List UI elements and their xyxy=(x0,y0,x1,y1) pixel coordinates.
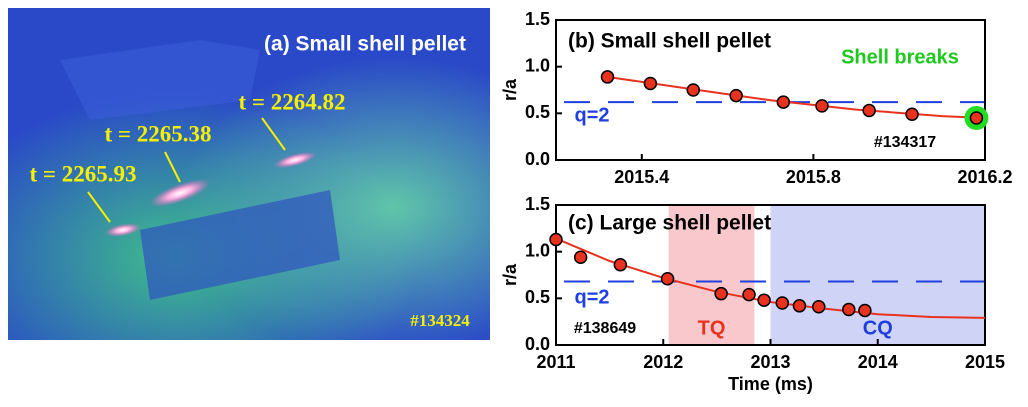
panel-title: (c) Large shell pellet xyxy=(568,212,771,235)
x-tick-label: 2015.4 xyxy=(614,167,669,187)
x-tick-label: 2014 xyxy=(858,352,898,372)
time-label: t = 2265.93 xyxy=(29,161,136,186)
x-tick-label: 2013 xyxy=(750,352,790,372)
data-point xyxy=(715,288,727,300)
data-point xyxy=(843,304,855,316)
data-point xyxy=(813,301,825,313)
shot-number: #134317 xyxy=(874,134,936,151)
data-point xyxy=(550,234,562,246)
data-point xyxy=(601,71,613,83)
y-tick-label: 0.5 xyxy=(525,287,550,307)
data-point xyxy=(758,294,770,306)
data-point xyxy=(859,304,871,316)
y-axis-label: r/a xyxy=(500,263,520,286)
x-axis-label: Time (ms) xyxy=(728,374,813,394)
x-tick-label: 2011 xyxy=(536,352,575,372)
y-tick-label: 1.0 xyxy=(525,55,550,75)
shot-number: #138649 xyxy=(574,320,636,337)
y-tick-label: 0.0 xyxy=(525,149,550,169)
data-point xyxy=(730,90,742,102)
data-point xyxy=(906,108,918,120)
data-point xyxy=(614,259,626,271)
x-tick-label: 2016.2 xyxy=(957,167,1012,187)
data-point xyxy=(863,105,875,117)
y-axis-label: r/a xyxy=(500,78,520,101)
data-point xyxy=(644,77,656,89)
photo-title: (a) Small shell pellet xyxy=(264,33,466,56)
span-label: TQ xyxy=(698,317,726,339)
panel-title: (b) Small shell pellet xyxy=(568,30,771,53)
y-tick-label: 0.0 xyxy=(525,334,550,354)
q2-label: q=2 xyxy=(574,286,609,308)
data-point xyxy=(575,251,587,263)
data-point xyxy=(776,297,788,309)
y-tick-label: 0.5 xyxy=(525,102,550,122)
fit-curve xyxy=(607,77,985,118)
data-point xyxy=(662,273,674,285)
x-tick-label: 2012 xyxy=(643,352,683,372)
time-label: t = 2264.82 xyxy=(238,89,345,114)
photo: (a) Small shell pellet t = 2264.82 t = 2… xyxy=(8,8,490,340)
data-point xyxy=(816,100,828,112)
x-tick-label: 2015.8 xyxy=(786,167,841,187)
x-tick-label: 2015 xyxy=(965,352,1005,372)
callout: Shell breaks xyxy=(841,46,959,68)
data-point xyxy=(970,112,982,124)
figure: (a) Small shell pellet t = 2264.82 t = 2… xyxy=(0,0,1028,407)
data-point xyxy=(743,289,755,301)
span-label: CQ xyxy=(863,317,893,339)
time-label: t = 2265.38 xyxy=(104,121,211,146)
data-point xyxy=(777,96,789,108)
shot-number: #134324 xyxy=(410,311,470,330)
y-tick-label: 1.0 xyxy=(525,240,550,260)
y-tick-label: 1.5 xyxy=(525,9,550,29)
data-point xyxy=(793,300,805,312)
data-point xyxy=(687,84,699,96)
q2-label: q=2 xyxy=(574,104,609,126)
y-tick-label: 1.5 xyxy=(525,194,550,214)
